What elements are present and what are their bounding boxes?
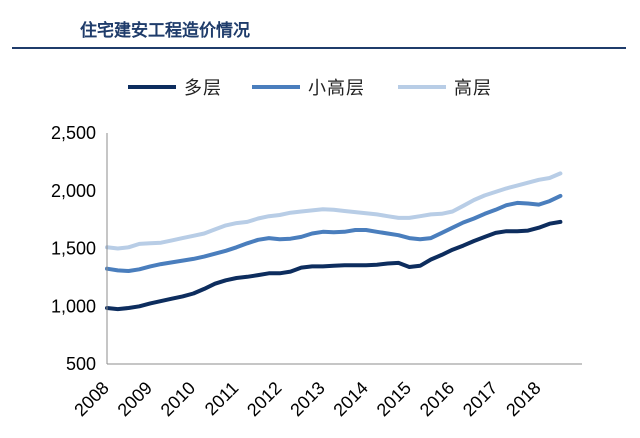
x-tick-labels: 2008 2009 2010 2011 2012 2013 2014 2015 2016 2017… <box>70 378 544 420</box>
legend-swatch-gaoceng <box>398 85 446 89</box>
legend-label-xiaogaoceng: 小高层 <box>308 78 365 99</box>
series-line-0 <box>105 219 563 312</box>
y-tick-label: 2,000 <box>51 181 96 201</box>
series-line-1 <box>105 193 563 273</box>
x-tick-label: 2009 <box>114 378 156 420</box>
legend-swatch-duoceng <box>128 85 176 89</box>
x-tick-label: 2012 <box>243 378 285 420</box>
chart-title: 住宅建安工程造价情况 <box>80 21 250 41</box>
legend-item-gaoceng: 高层 <box>398 72 492 102</box>
legend-swatch-xiaogaoceng <box>252 85 300 89</box>
legend-label-gaoceng: 高层 <box>454 78 492 99</box>
chart-legend: 多层 小高层 高层 <box>0 72 640 102</box>
title-divider <box>12 47 626 49</box>
x-tick-label: 2018 <box>502 378 544 420</box>
y-tick-label: 500 <box>66 354 96 374</box>
series-line-2 <box>105 171 563 251</box>
legend-label-duoceng: 多层 <box>184 78 222 99</box>
y-tick-label: 1,500 <box>51 239 96 259</box>
x-tick-label: 2014 <box>329 378 371 420</box>
y-tick-label: 2,500 <box>51 123 96 143</box>
x-tick-label: 2015 <box>373 378 415 420</box>
y-tick-labels: 500 1,000 1,500 2,000 2,500 <box>51 123 96 374</box>
y-tick-label: 1,000 <box>51 296 96 316</box>
series-layer <box>105 171 563 312</box>
legend-item-duoceng: 多层 <box>128 72 222 102</box>
x-tick-label: 2010 <box>157 378 199 420</box>
x-tick-label: 2013 <box>286 378 328 420</box>
x-tick-label: 2008 <box>70 378 112 420</box>
x-tick-label: 2016 <box>416 378 458 420</box>
legend-item-xiaogaoceng: 小高层 <box>252 72 365 102</box>
x-tick-label: 2011 <box>201 378 243 420</box>
x-tick-label: 2017 <box>459 378 501 420</box>
